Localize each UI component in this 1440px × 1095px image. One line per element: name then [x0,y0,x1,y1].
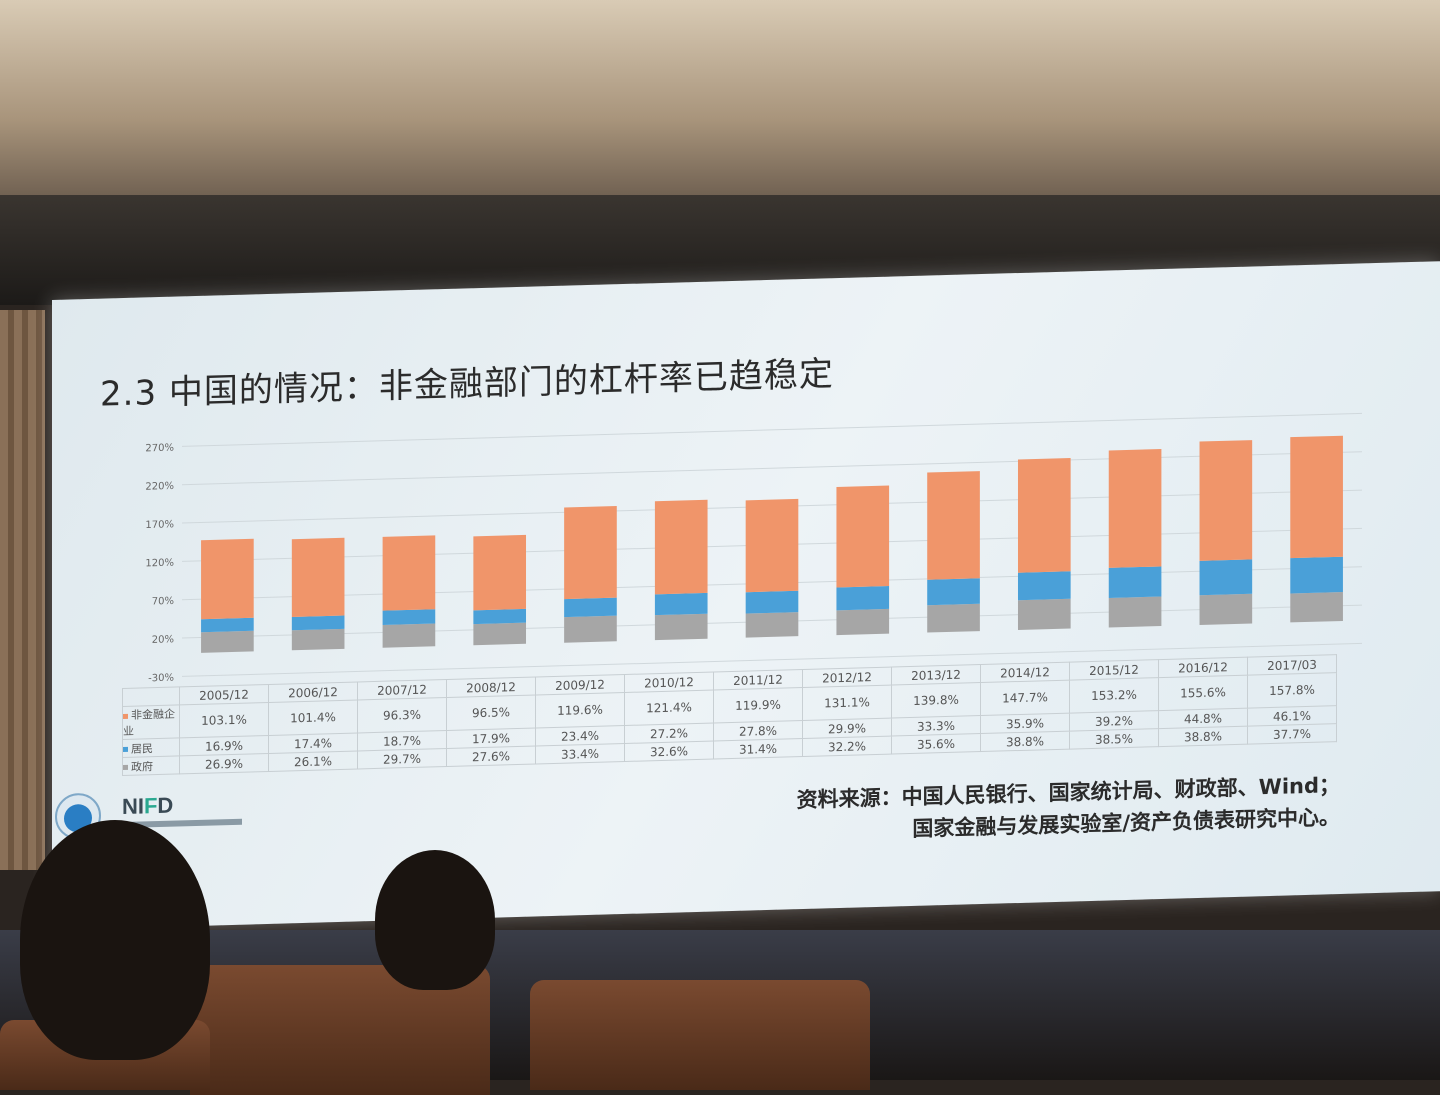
gridline [182,642,1362,677]
bar-政府 [745,612,799,638]
bar-居民 [201,617,254,633]
bar-非金融企业 [291,537,345,617]
svg-text:NIFD: NIFD [122,793,173,819]
y-tick-label: 270% [145,443,174,455]
bar-政府 [291,628,345,651]
table-cell: 33.4% [535,743,625,764]
legend-swatch [123,764,128,771]
bar-居民 [1290,556,1343,594]
bar-居民 [382,609,436,625]
bar-非金融企业 [836,485,890,588]
bar-居民 [927,578,980,606]
y-tick-label: 70% [152,596,174,608]
table-cell: 153.2% [1069,677,1159,714]
curtain [0,310,45,870]
bar-居民 [836,586,890,611]
table-cell: 139.8% [891,682,981,719]
table-cell: 38.5% [1069,728,1159,750]
bar-非金融企业 [1199,440,1253,561]
table-cell: 119.6% [535,692,625,728]
y-tick-label: 170% [145,519,174,531]
legend-label: 政府 [122,755,180,776]
slide-title: 2.3 中国的情况：非金融部门的杠杆率已趋稳定 [100,354,834,415]
bar-非金融企业 [1290,435,1343,559]
bar-政府 [836,608,890,636]
audience-area [0,820,1440,1095]
table-cell: 26.9% [179,753,269,774]
table-cell: 32.6% [624,741,714,762]
bar-非金融企业 [927,471,980,580]
y-tick-label: 120% [145,558,174,570]
bar-政府 [1017,598,1071,631]
table-corner [122,686,180,707]
stacked-bar-chart: -30% 20% 70% 120% 170% 220% 270% [145,412,1362,685]
projected-slide: 2.3 中国的情况：非金融部门的杠杆率已趋稳定 -30% 20% 70% 120% 17… [52,261,1440,931]
gridline [182,451,1362,486]
table-cell: 96.5% [446,694,536,731]
legend-label: 非金融企业 [122,704,180,740]
bar-非金融企业 [473,534,527,611]
bar-居民 [745,590,799,614]
legend-label: 居民 [122,737,180,758]
table-cell: 155.6% [1158,675,1248,711]
y-tick-label: 220% [145,481,174,493]
table-cell: 131.1% [802,685,892,721]
table-cell: 103.1% [179,702,269,738]
table-cell: 27.6% [446,745,536,767]
table-cell: 29.7% [357,748,447,769]
table-cell: 101.4% [268,699,358,736]
bar-政府 [201,630,254,653]
table-cell: 32.2% [802,736,892,757]
ceiling [0,0,1440,200]
bar-居民 [654,592,708,616]
bar-政府 [1108,596,1162,628]
y-tick-label: -30% [148,673,174,685]
bar-政府 [654,613,708,641]
table-cell: 31.4% [713,738,803,760]
table-cell: 119.9% [713,687,803,724]
bar-政府 [1290,592,1343,623]
legend-swatch [123,746,128,753]
table-cell: 38.8% [1158,726,1248,747]
bar-居民 [1199,559,1253,596]
bar-居民 [473,608,527,625]
bar-居民 [291,615,345,631]
table-cell: 35.6% [891,733,981,755]
audience-head [375,850,495,990]
table-cell: 157.8% [1247,672,1337,709]
source-note: 资料来源：中国人民银行、国家统计局、财政部、Wind； 国家金融与发展实验室/资… [797,769,1340,848]
table-cell: 147.7% [980,680,1070,716]
bar-居民 [1017,571,1071,601]
table-cell: 37.7% [1247,723,1337,745]
legend-swatch [123,713,128,719]
bar-居民 [564,597,617,618]
table-cell: 26.1% [268,750,358,772]
bar-居民 [1108,566,1162,598]
table-cell: 38.8% [980,731,1070,752]
bar-非金融企业 [654,499,708,595]
bar-非金融企业 [1017,458,1071,573]
bar-非金融企业 [201,538,254,620]
bar-政府 [927,603,980,633]
chair [530,980,870,1090]
bar-非金融企业 [382,535,436,611]
gridline [182,412,1362,447]
bar-政府 [382,623,436,648]
bar-非金融企业 [745,498,799,593]
table-cell: 121.4% [624,690,714,726]
audience-head [20,820,210,1060]
bar-非金融企业 [1108,448,1162,568]
bar-政府 [1199,593,1253,625]
bar-政府 [564,615,617,643]
bar-非金融企业 [564,505,617,600]
bar-政府 [473,622,527,646]
table-cell: 96.3% [357,697,447,733]
y-tick-label: 20% [152,634,174,646]
